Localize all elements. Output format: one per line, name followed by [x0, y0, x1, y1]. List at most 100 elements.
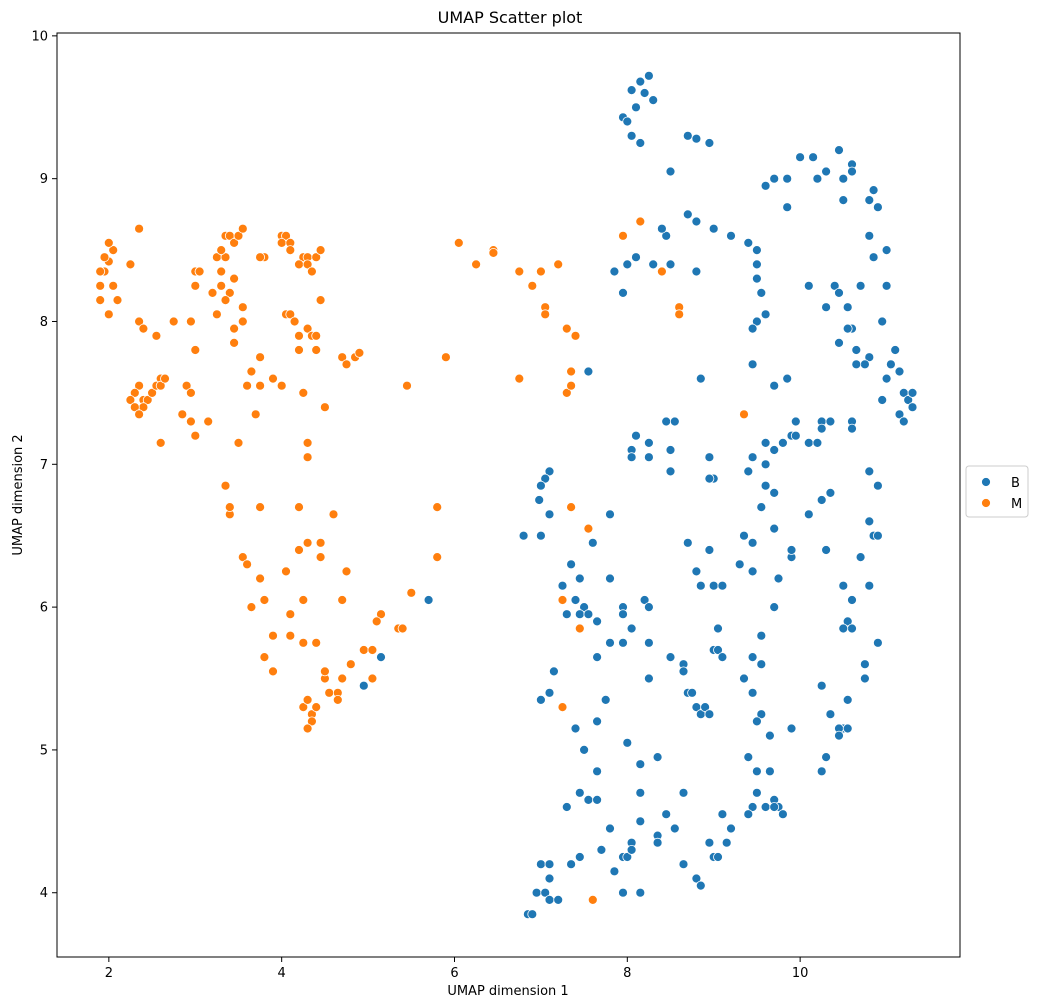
point-B-129 [518, 530, 529, 541]
point-M-77 [354, 347, 365, 358]
point-B-230 [752, 787, 762, 798]
point-M-155 [557, 702, 568, 712]
point-M-135 [540, 309, 551, 320]
point-B-87 [790, 416, 801, 427]
point-B-236 [769, 802, 780, 812]
point-M-164 [259, 652, 270, 662]
point-B-222 [816, 766, 827, 777]
point-M-113 [255, 573, 266, 584]
point-B-274 [358, 680, 369, 691]
point-B-81 [769, 380, 780, 391]
point-B-52 [868, 252, 879, 263]
point-B-3 [644, 70, 654, 81]
point-B-227 [561, 802, 572, 812]
point-B-56 [752, 316, 762, 327]
point-B-139 [786, 545, 797, 555]
point-M-133 [527, 280, 538, 291]
point-B-53 [864, 230, 875, 241]
point-M-100 [302, 452, 313, 463]
point-B-219 [592, 766, 602, 777]
y-tick-label-4: 4 [40, 886, 48, 901]
point-B-26 [864, 195, 875, 206]
point-B-35 [726, 230, 736, 241]
point-B-165 [847, 595, 857, 605]
point-M-39 [190, 345, 201, 355]
point-M-12 [134, 223, 145, 234]
point-B-16 [834, 145, 844, 156]
point-B-123 [864, 466, 875, 477]
point-M-108 [315, 537, 326, 548]
point-B-163 [838, 580, 849, 591]
point-M-70 [298, 387, 309, 398]
point-B-239 [669, 823, 680, 834]
point-B-164 [864, 580, 875, 591]
point-B-135 [739, 530, 749, 541]
point-B-51 [881, 245, 892, 256]
point-M-159 [311, 637, 322, 648]
point-B-63 [834, 337, 844, 348]
point-M-143 [635, 216, 646, 227]
point-B-27 [873, 202, 883, 213]
point-B-58 [760, 309, 771, 320]
point-M-149 [432, 552, 443, 562]
point-M-35 [237, 302, 248, 313]
point-B-211 [834, 730, 844, 741]
legend-label-B: B [1011, 476, 1020, 491]
point-B-65 [864, 352, 875, 363]
point-B-54 [881, 280, 892, 291]
point-M-157 [285, 630, 296, 641]
point-M-123 [194, 266, 205, 277]
y-tick-label-7: 7 [40, 458, 48, 473]
point-M-47 [285, 245, 296, 256]
point-M-91 [177, 409, 188, 420]
point-M-178 [302, 723, 313, 734]
point-M-7 [108, 280, 119, 291]
point-B-142 [734, 559, 745, 570]
point-B-72 [886, 359, 896, 370]
point-B-84 [695, 373, 706, 384]
point-B-116 [534, 495, 545, 505]
point-B-40 [631, 252, 641, 263]
y-tick-label-10: 10 [31, 29, 48, 44]
point-B-21 [782, 173, 793, 184]
point-B-148 [579, 602, 589, 612]
point-B-105 [644, 452, 654, 463]
point-M-67 [255, 380, 266, 391]
y-tick-label-6: 6 [40, 601, 48, 616]
point-B-74 [903, 395, 914, 405]
point-B-183 [747, 652, 758, 662]
point-M-36 [237, 316, 248, 327]
point-B-263 [695, 880, 706, 891]
point-M-89 [129, 402, 140, 413]
point-B-85 [661, 416, 672, 427]
point-B-86 [669, 416, 680, 427]
point-B-108 [704, 452, 715, 463]
point-B-146 [574, 573, 585, 584]
point-M-104 [255, 502, 266, 513]
point-M-21 [220, 252, 231, 263]
point-B-194 [816, 680, 827, 691]
point-B-137 [769, 523, 780, 534]
point-B-89 [825, 416, 836, 427]
point-B-269 [553, 895, 564, 905]
point-B-124 [873, 480, 883, 491]
point-M-6 [95, 280, 106, 291]
y-tick-label-5: 5 [40, 743, 48, 758]
point-B-30 [661, 230, 672, 241]
point-M-75 [341, 359, 352, 370]
point-B-141 [855, 552, 866, 562]
point-B-189 [678, 666, 689, 677]
point-B-68 [877, 316, 888, 327]
point-M-83 [142, 395, 153, 405]
y-tick-label-9: 9 [40, 172, 48, 187]
point-B-161 [773, 573, 784, 584]
point-B-231 [747, 802, 758, 812]
point-B-171 [756, 630, 767, 641]
point-B-220 [752, 766, 762, 777]
point-M-105 [294, 502, 304, 513]
chart-title: UMAP Scatter plot [438, 8, 583, 27]
points-layer [95, 70, 918, 920]
point-B-218 [635, 759, 646, 770]
